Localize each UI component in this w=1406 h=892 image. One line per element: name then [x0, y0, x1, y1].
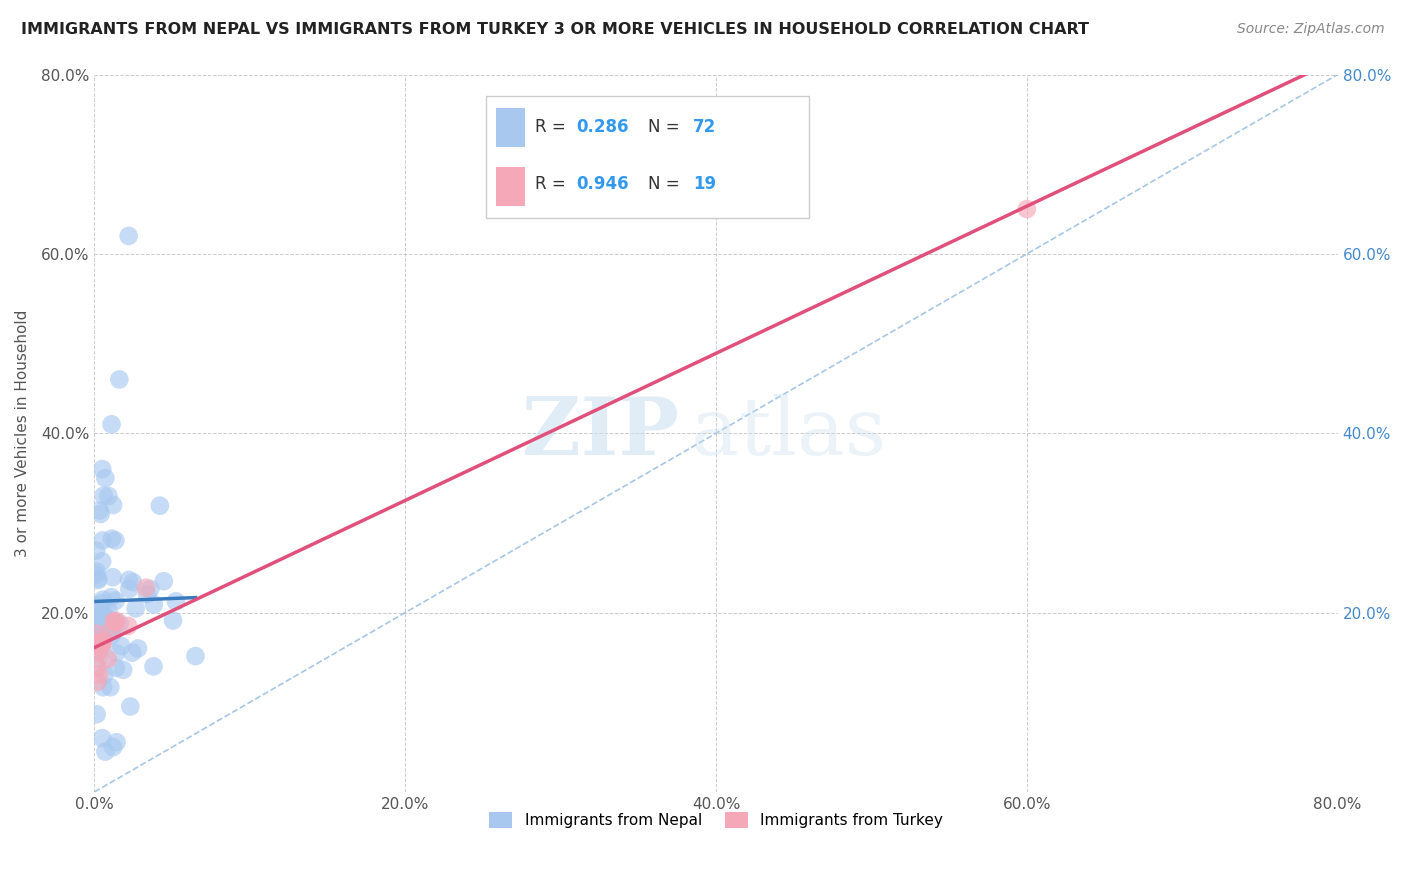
Point: [152, 574, 174, 589]
Legend: Immigrants from Nepal, Immigrants from Turkey: Immigrants from Nepal, Immigrants from T…: [484, 806, 949, 835]
Point: [94, 619, 117, 633]
Point: [97, 489, 120, 503]
Point: [91, 607, 114, 621]
Point: [90, 611, 112, 625]
Point: [101, 570, 124, 584]
Text: IMMIGRANTS FROM NEPAL VS IMMIGRANTS FROM TURKEY 3 OR MORE VEHICLES IN HOUSEHOLD : IMMIGRANTS FROM NEPAL VS IMMIGRANTS FROM…: [21, 22, 1090, 37]
Point: [87, 573, 110, 587]
Point: [135, 581, 157, 595]
Point: [104, 533, 127, 548]
Point: [91, 606, 114, 620]
Point: [91, 533, 114, 548]
Point: [139, 582, 162, 596]
Point: [104, 661, 127, 675]
Point: [84, 567, 107, 582]
Point: [104, 615, 127, 630]
Point: [122, 575, 145, 590]
Point: [91, 592, 114, 607]
Point: [97, 611, 120, 625]
Text: Source: ZipAtlas.com: Source: ZipAtlas.com: [1237, 22, 1385, 37]
Point: [86, 632, 108, 646]
Point: [94, 667, 117, 681]
Point: [90, 507, 112, 521]
Point: [127, 641, 149, 656]
Point: [108, 372, 131, 386]
Point: [105, 735, 128, 749]
Point: [101, 740, 124, 755]
Point: [110, 639, 132, 653]
Point: [108, 616, 131, 631]
Point: [86, 636, 108, 650]
Point: [90, 639, 112, 653]
Text: atlas: atlas: [692, 394, 886, 472]
Point: [94, 745, 117, 759]
Point: [94, 471, 117, 485]
Point: [89, 643, 111, 657]
Point: [165, 594, 187, 608]
Point: [89, 623, 111, 637]
Point: [100, 628, 122, 642]
Point: [97, 652, 120, 666]
Point: [91, 554, 114, 568]
Point: [100, 590, 122, 604]
Point: [94, 624, 117, 639]
Point: [162, 614, 184, 628]
Point: [87, 643, 110, 657]
Point: [1015, 202, 1038, 216]
Point: [93, 633, 115, 648]
Point: [136, 587, 159, 601]
Point: [84, 598, 107, 612]
Y-axis label: 3 or more Vehicles in Household: 3 or more Vehicles in Household: [15, 310, 30, 557]
Point: [101, 624, 124, 639]
Point: [93, 489, 115, 503]
Point: [142, 598, 165, 612]
Point: [87, 572, 110, 586]
Point: [91, 731, 114, 746]
Point: [121, 646, 143, 660]
Point: [89, 651, 111, 665]
Point: [86, 675, 108, 690]
Point: [91, 680, 114, 694]
Point: [100, 624, 122, 638]
Point: [87, 626, 110, 640]
Point: [89, 667, 111, 681]
Point: [89, 503, 111, 517]
Point: [117, 619, 139, 633]
Point: [97, 604, 120, 618]
Point: [104, 593, 127, 607]
Point: [86, 660, 108, 674]
Point: [90, 596, 112, 610]
Point: [84, 543, 107, 558]
Point: [118, 573, 141, 587]
Point: [184, 649, 207, 664]
Point: [142, 659, 165, 673]
Point: [91, 462, 114, 476]
Point: [103, 614, 125, 628]
Point: [118, 229, 141, 244]
Point: [101, 498, 124, 512]
Point: [105, 646, 128, 660]
Point: [118, 582, 141, 596]
Point: [112, 663, 135, 677]
Point: [97, 625, 120, 640]
Point: [86, 707, 108, 722]
Point: [84, 609, 107, 624]
Point: [86, 645, 108, 659]
Point: [124, 601, 146, 615]
Text: ZIP: ZIP: [522, 394, 679, 472]
Point: [86, 636, 108, 650]
Point: [89, 613, 111, 627]
Point: [120, 699, 142, 714]
Point: [100, 680, 122, 694]
Point: [86, 565, 108, 579]
Point: [91, 637, 114, 651]
Point: [84, 638, 107, 652]
Point: [100, 417, 122, 432]
Point: [149, 499, 172, 513]
Point: [87, 637, 110, 651]
Point: [101, 532, 124, 546]
Point: [105, 614, 128, 628]
